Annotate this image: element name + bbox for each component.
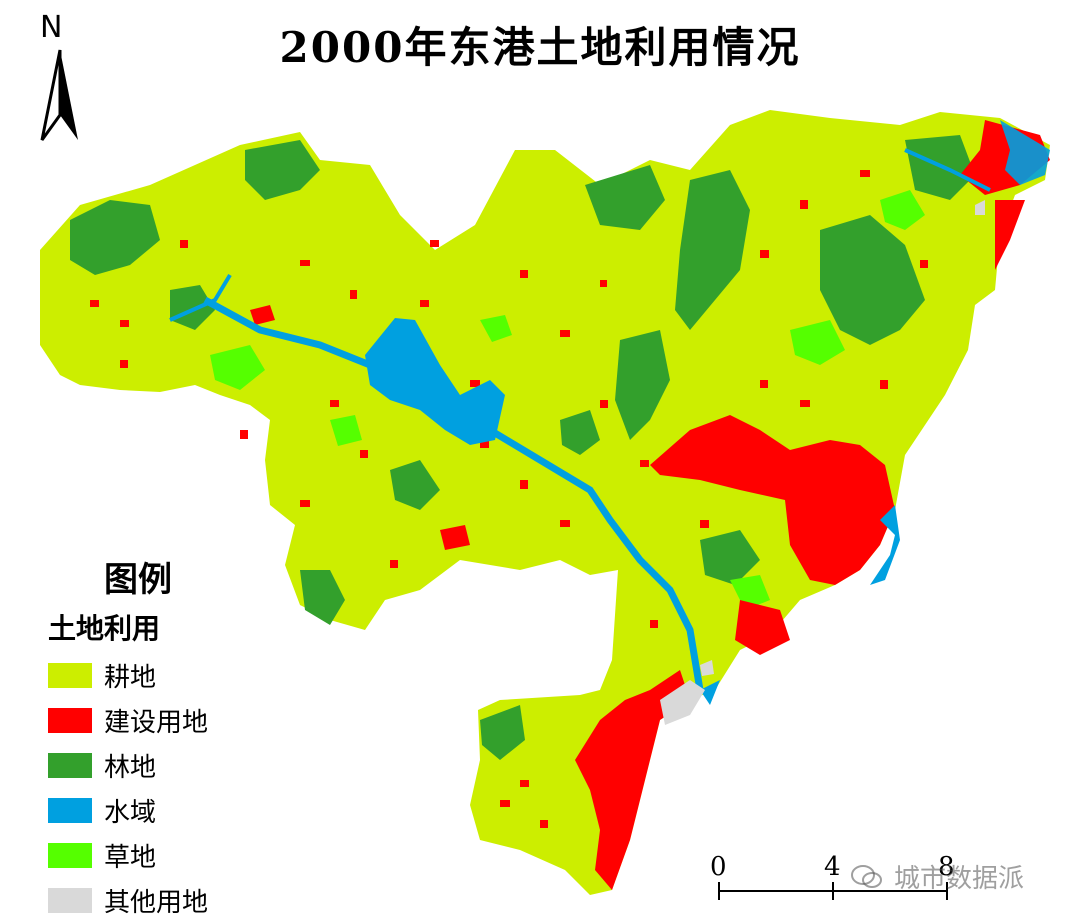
map-scattered-construction <box>90 170 928 828</box>
scale-label-4: 4 <box>824 852 841 882</box>
legend-subtitle: 土地利用 <box>48 612 161 645</box>
legend-swatch-farmland <box>48 663 92 688</box>
north-arrow-label: N <box>40 10 63 45</box>
legend-swatch-construction <box>48 708 92 733</box>
scale-label-0: 0 <box>710 852 727 882</box>
scale-label-8: 8 <box>938 852 955 882</box>
legend-swatch-grass <box>48 843 92 868</box>
legend-swatch-forest <box>48 753 92 778</box>
legend-item-forest: 林地 <box>48 743 278 788</box>
legend-item-farmland: 耕地 <box>48 653 278 698</box>
legend-item-grass: 草地 <box>48 833 278 878</box>
legend-label: 建设用地 <box>104 708 209 738</box>
scale-tick <box>946 882 948 900</box>
legend-title: 图例 <box>104 560 172 600</box>
legend-item-other: 其他用地 <box>48 878 278 923</box>
legend: 图例 土地利用 耕地 建设用地 林地 水域 草地 其他用地 <box>48 552 278 923</box>
map-regions-water <box>365 120 1050 705</box>
legend-label: 其他用地 <box>104 888 209 918</box>
legend-label: 林地 <box>104 753 157 783</box>
map-regions-grass <box>210 190 925 610</box>
wechat-icon <box>851 864 882 888</box>
legend-swatch-other <box>48 888 92 913</box>
map-title: 2000年东港土地利用情况 <box>279 23 801 72</box>
legend-item-construction: 建设用地 <box>48 698 278 743</box>
scale-tick <box>718 882 720 900</box>
legend-item-water: 水域 <box>48 788 278 833</box>
map-regions-other <box>660 200 985 725</box>
watermark-text: 城市数据派 <box>894 864 1025 894</box>
legend-label: 水域 <box>104 798 157 828</box>
scale-tick <box>832 882 834 900</box>
river <box>203 296 704 691</box>
scale-bar: 0 4 8 <box>700 852 960 912</box>
legend-label: 草地 <box>104 843 157 873</box>
legend-swatch-water <box>48 798 92 823</box>
river-upper <box>169 148 991 322</box>
north-arrow-icon <box>40 49 78 141</box>
watermark: 城市数据派 <box>850 858 1024 895</box>
map-region-farmland <box>40 110 1050 895</box>
map-regions-forest <box>70 135 975 760</box>
legend-label: 耕地 <box>104 663 157 693</box>
